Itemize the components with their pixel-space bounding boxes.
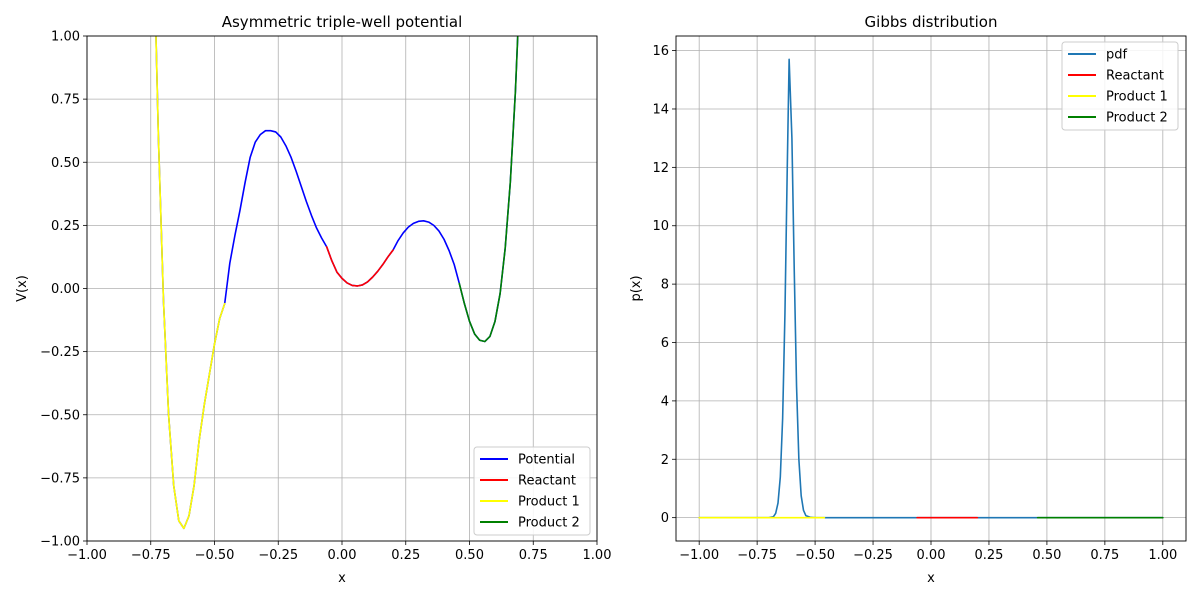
x-tick-label: −0.75: [737, 548, 777, 563]
x-tick-label: 0.50: [455, 548, 484, 563]
legend-entry: Product 2: [518, 516, 580, 531]
legend: pdf Reactant Product 1 Product 2: [1061, 41, 1179, 131]
x-tick-label: −0.50: [795, 548, 835, 563]
x-tick-label: 0.00: [917, 548, 946, 563]
y-tick-label: 0.25: [51, 219, 80, 234]
legend-entry: Product 1: [518, 495, 580, 510]
series-line-potential: [155, 36, 519, 530]
x-tick-label: 0.75: [1090, 548, 1119, 563]
y-tick-label: 0.50: [51, 156, 80, 171]
chart-2: −1.00 −0.75 −0.50 −0.25 0.00 0.25 0.50 0.75 1.00…: [629, 13, 1187, 586]
y-tick-label: 6: [661, 336, 669, 351]
y-axis-label: p(x): [629, 275, 644, 301]
chart-1: −1.00 −0.75 −0.50 −0.25 0.00 0.25 0.50 0.75 1.00…: [15, 13, 611, 586]
legend-entry: Product 1: [1106, 90, 1168, 105]
y-tick-label: 1.00: [51, 30, 80, 45]
x-tick-label: 0.00: [328, 548, 357, 563]
y-tick-label: 16: [652, 44, 669, 59]
series-line-pdf: [698, 58, 1164, 519]
series-line-product-2: [458, 36, 519, 343]
y-tick-label: 8: [661, 278, 669, 293]
y-tick-label: −0.50: [40, 408, 80, 423]
legend-entry: Potential: [518, 453, 575, 468]
legend-entry: pdf: [1106, 48, 1128, 63]
y-tick-label: 14: [652, 102, 669, 117]
chart-title: Gibbs distribution: [865, 13, 998, 31]
x-tick-label: −0.75: [131, 548, 171, 563]
y-tick-label: 4: [661, 394, 669, 409]
x-tick-label: 0.50: [1032, 548, 1061, 563]
legend-entry: Product 2: [1106, 111, 1168, 126]
legend-box: [473, 446, 591, 536]
chart-title: Asymmetric triple-well potential: [222, 13, 463, 31]
x-tick-label: 1.00: [1148, 548, 1177, 563]
x-tick-label: −0.25: [258, 548, 298, 563]
series-line-reactant: [325, 246, 394, 287]
x-axis-label: x: [338, 571, 346, 586]
legend-entry: Reactant: [518, 474, 576, 489]
x-tick-label: 0.25: [974, 548, 1003, 563]
legend: Potential Reactant Product 1 Product 2: [473, 446, 591, 536]
x-tick-label: −1.00: [67, 548, 107, 563]
y-tick-label: −0.25: [40, 345, 80, 360]
x-tick-label: 0.25: [391, 548, 420, 563]
y-tick-label: −1.00: [40, 535, 80, 550]
y-tick-label: 0: [661, 511, 669, 526]
x-tick-label: 1.00: [583, 548, 612, 563]
legend-box: [1061, 41, 1179, 131]
legend-entry: Reactant: [1106, 69, 1164, 84]
x-tick-label: −0.25: [853, 548, 893, 563]
x-tick-label: −1.00: [679, 548, 719, 563]
x-tick-label: −0.50: [195, 548, 235, 563]
y-tick-label: 2: [661, 453, 669, 468]
y-tick-label: 0.00: [51, 282, 80, 297]
x-tick-label: 0.75: [519, 548, 548, 563]
x-axis-label: x: [927, 571, 935, 586]
y-tick-label: 12: [652, 161, 669, 176]
series-line-product-1: [155, 36, 226, 530]
y-axis-label: V(x): [15, 275, 30, 302]
y-tick-label: −0.75: [40, 471, 80, 486]
y-tick-label: 0.75: [51, 93, 80, 108]
y-tick-label: 10: [652, 219, 669, 234]
